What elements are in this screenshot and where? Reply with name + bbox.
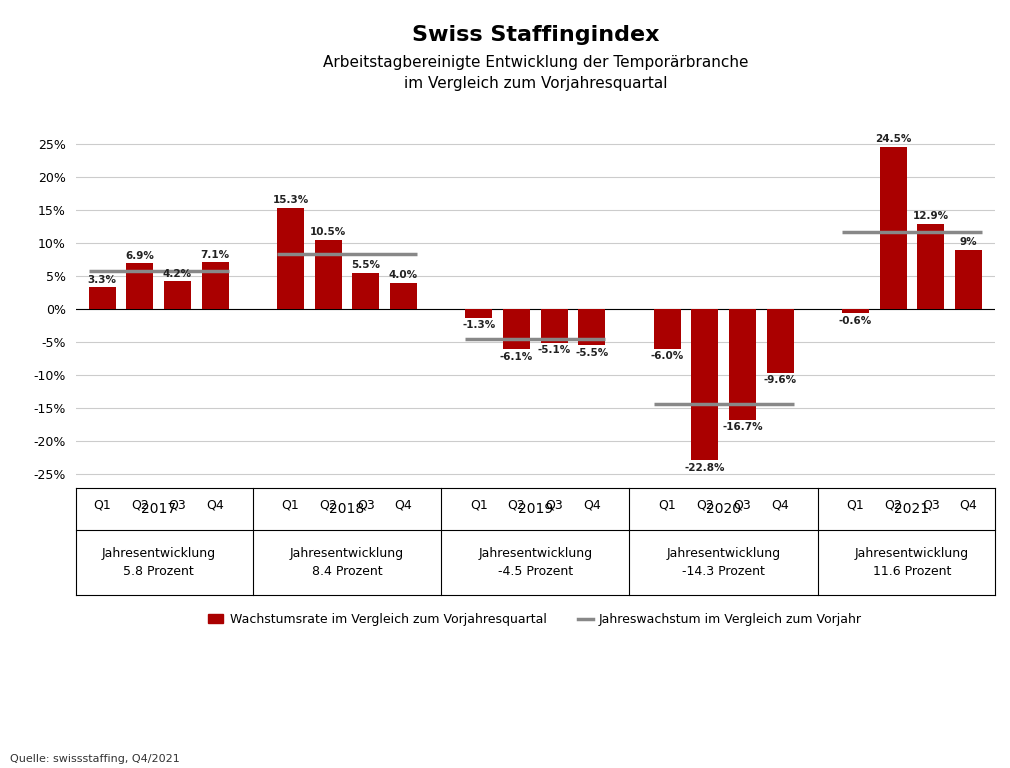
Bar (126, 263, 154, 310)
Text: 9%: 9% (960, 237, 978, 247)
Text: -1.3%: -1.3% (463, 320, 496, 330)
Bar (277, 208, 304, 310)
Bar (352, 273, 380, 310)
Bar (653, 310, 681, 349)
Bar (691, 310, 718, 460)
Text: 2020: 2020 (706, 502, 741, 516)
Text: Jahresentwicklung
8.4 Prozent: Jahresentwicklung 8.4 Prozent (290, 547, 404, 578)
Bar (503, 310, 530, 349)
Text: Quelle: swissstaffing, Q4/2021: Quelle: swissstaffing, Q4/2021 (10, 754, 180, 764)
Text: 5.5%: 5.5% (351, 260, 381, 270)
Bar (880, 147, 907, 310)
Bar (390, 283, 417, 310)
Text: Jahresentwicklung
11.6 Prozent: Jahresentwicklung 11.6 Prozent (854, 547, 969, 578)
Bar (202, 262, 228, 310)
Text: -16.7%: -16.7% (722, 422, 763, 432)
Text: -0.6%: -0.6% (839, 316, 872, 326)
Text: 7.1%: 7.1% (201, 250, 229, 260)
Text: -5.5%: -5.5% (575, 348, 608, 358)
Bar (314, 240, 341, 310)
Bar (842, 310, 869, 313)
Text: 15.3%: 15.3% (273, 195, 309, 205)
Text: -22.8%: -22.8% (685, 462, 725, 472)
Text: Jahresentwicklung
-14.3 Prozent: Jahresentwicklung -14.3 Prozent (667, 547, 781, 578)
Text: 4.2%: 4.2% (163, 269, 192, 279)
Text: 6.9%: 6.9% (125, 251, 155, 261)
Bar (767, 310, 794, 372)
Text: Arbeitstagbereinigte Entwicklung der Temporärbranche
im Vergleich zum Vorjahresq: Arbeitstagbereinigte Entwicklung der Tem… (322, 55, 748, 91)
Bar (954, 250, 982, 310)
Text: 24.5%: 24.5% (875, 134, 911, 144)
Bar (540, 310, 568, 343)
Bar (89, 287, 116, 310)
Text: Jahresentwicklung
-4.5 Prozent: Jahresentwicklung -4.5 Prozent (479, 547, 592, 578)
Text: 3.3%: 3.3% (88, 275, 116, 285)
Text: 4.0%: 4.0% (389, 270, 418, 280)
Text: 2017: 2017 (141, 502, 176, 516)
Text: -5.1%: -5.1% (537, 346, 571, 356)
Bar (729, 310, 756, 419)
Text: Swiss Staffingindex: Swiss Staffingindex (411, 25, 660, 45)
Text: -6.1%: -6.1% (500, 352, 533, 362)
Bar (164, 281, 191, 310)
Text: 2021: 2021 (895, 502, 929, 516)
Bar (917, 223, 944, 310)
Text: 2018: 2018 (329, 502, 365, 516)
Text: 10.5%: 10.5% (310, 227, 346, 237)
Bar (579, 310, 605, 346)
Text: 2019: 2019 (518, 502, 552, 516)
Text: 12.9%: 12.9% (913, 211, 948, 221)
Text: Jahresentwicklung
5.8 Prozent: Jahresentwicklung 5.8 Prozent (102, 547, 216, 578)
Legend: Wachstumsrate im Vergleich zum Vorjahresquartal, Jahreswachstum im Vergleich zum: Wachstumsrate im Vergleich zum Vorjahres… (203, 608, 868, 631)
Bar (466, 310, 492, 318)
Text: -6.0%: -6.0% (650, 352, 684, 362)
Text: -9.6%: -9.6% (764, 376, 797, 386)
